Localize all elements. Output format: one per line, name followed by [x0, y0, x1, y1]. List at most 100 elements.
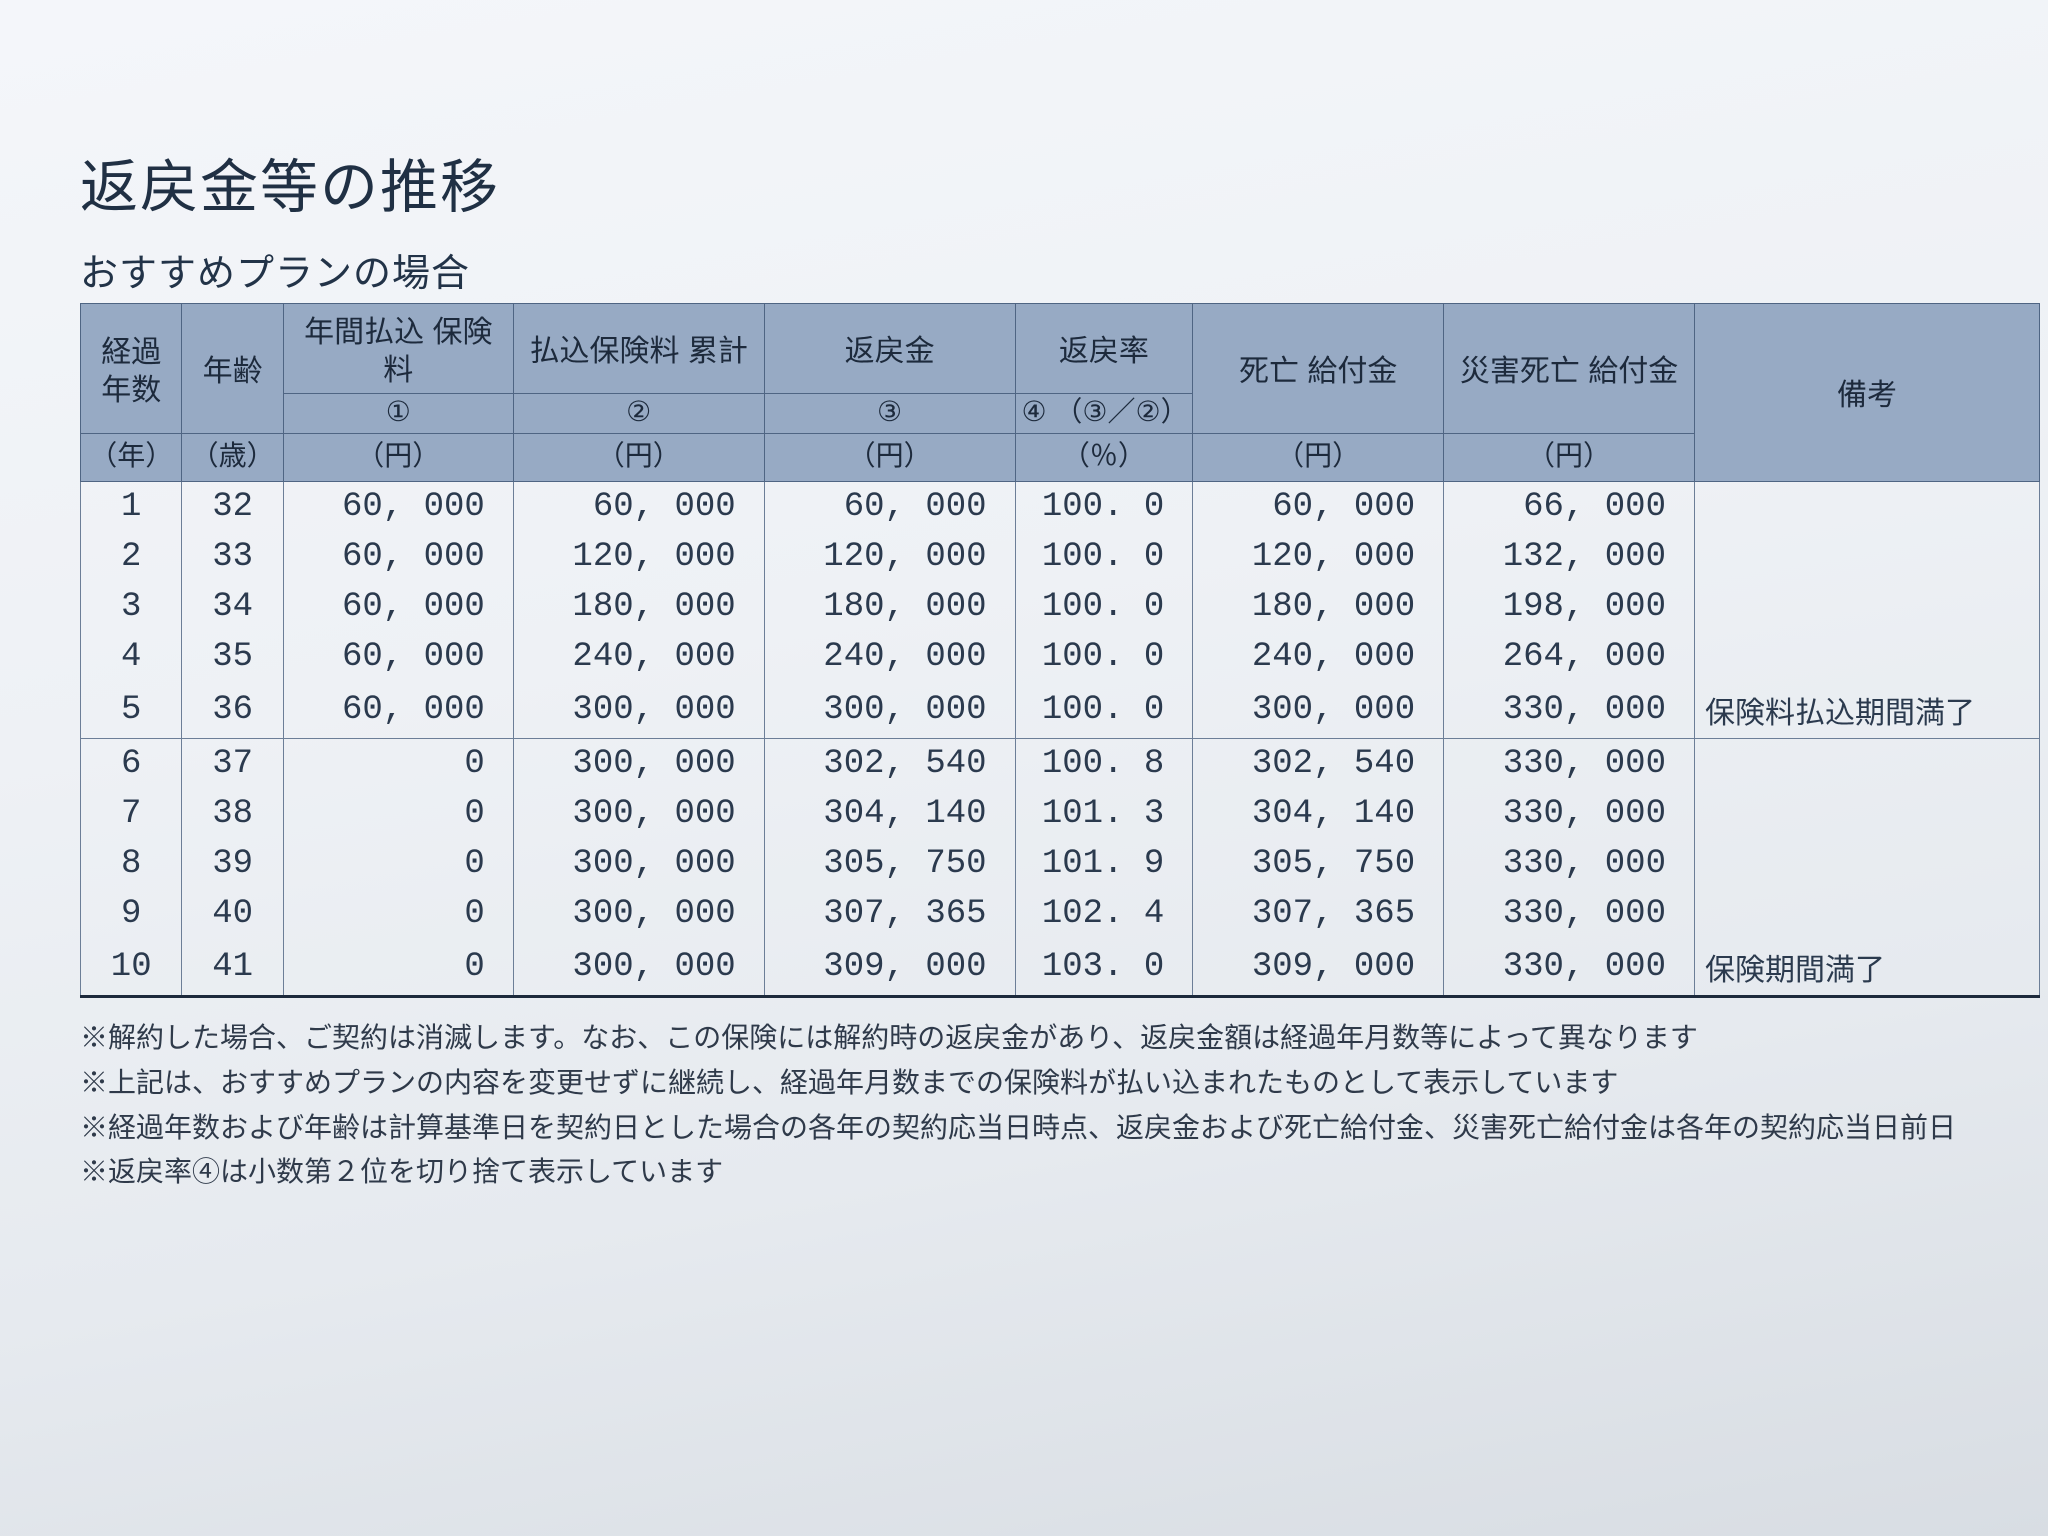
th-dis-unit: （円） [1444, 434, 1695, 482]
table-row: 33460, 000180, 000180, 000100. 0180, 000… [81, 582, 2040, 632]
cell-yr: 1 [81, 482, 182, 533]
cell-death: 302, 540 [1193, 739, 1444, 790]
footnotes: ※解約した場合、ご契約は消滅します。なお、この保険には解約時の返戻金があり、返戻… [80, 1016, 2048, 1195]
cell-rem [1694, 582, 2039, 632]
cell-rem [1694, 889, 2039, 939]
cell-ref: 60, 000 [764, 482, 1015, 533]
cell-yr: 5 [81, 682, 182, 739]
cell-rate: 100. 0 [1015, 532, 1193, 582]
refund-table-body: 13260, 00060, 00060, 000100. 060, 00066,… [81, 482, 2040, 997]
cell-cum: 300, 000 [513, 889, 764, 939]
cell-ref: 307, 365 [764, 889, 1015, 939]
cell-rem: 保険料払込期間満了 [1694, 682, 2039, 739]
th-annual-sub: ① [283, 394, 513, 434]
cell-age: 33 [182, 532, 283, 582]
cell-annual: 60, 000 [283, 482, 513, 533]
cell-annual: 0 [283, 889, 513, 939]
cell-death: 240, 000 [1193, 632, 1444, 682]
cell-cum: 60, 000 [513, 482, 764, 533]
cell-rate: 100. 0 [1015, 632, 1193, 682]
table-row: 23360, 000120, 000120, 000100. 0120, 000… [81, 532, 2040, 582]
cell-death: 305, 750 [1193, 839, 1444, 889]
cell-cum: 300, 000 [513, 789, 764, 839]
cell-ref: 305, 750 [764, 839, 1015, 889]
cell-ref: 304, 140 [764, 789, 1015, 839]
cell-rate: 100. 0 [1015, 582, 1193, 632]
cell-rate: 101. 9 [1015, 839, 1193, 889]
cell-age: 34 [182, 582, 283, 632]
table-row: 9400300, 000307, 365102. 4307, 365330, 0… [81, 889, 2040, 939]
th-year: 経過 年数 [81, 304, 182, 434]
page-title: 返戻金等の推移 [80, 140, 2048, 224]
cell-age: 36 [182, 682, 283, 739]
cell-rem [1694, 839, 2039, 889]
th-rate-sub: ④ （③／②） [1015, 394, 1193, 434]
cell-ref: 180, 000 [764, 582, 1015, 632]
th-annual: 年間払込 保険料 [283, 304, 513, 394]
cell-rate: 103. 0 [1015, 939, 1193, 997]
cell-age: 41 [182, 939, 283, 997]
footnote-line: ※返戻率④は小数第２位を切り捨て表示しています [80, 1150, 2048, 1195]
th-cum-sub: ② [513, 394, 764, 434]
th-cum-unit: （円） [513, 434, 764, 482]
cell-rate: 100. 0 [1015, 482, 1193, 533]
table-row: 43560, 000240, 000240, 000100. 0240, 000… [81, 632, 2040, 682]
th-ref-unit: （円） [764, 434, 1015, 482]
th-death: 死亡 給付金 [1193, 304, 1444, 434]
cell-annual: 60, 000 [283, 532, 513, 582]
th-ref-sub: ③ [764, 394, 1015, 434]
cell-cum: 180, 000 [513, 582, 764, 632]
cell-death: 60, 000 [1193, 482, 1444, 533]
cell-rate: 100. 8 [1015, 739, 1193, 790]
th-annual-unit: （円） [283, 434, 513, 482]
cell-dis: 330, 000 [1444, 682, 1695, 739]
cell-rem [1694, 482, 2039, 533]
cell-annual: 0 [283, 839, 513, 889]
cell-yr: 8 [81, 839, 182, 889]
cell-cum: 300, 000 [513, 682, 764, 739]
cell-yr: 9 [81, 889, 182, 939]
cell-annual: 0 [283, 939, 513, 997]
cell-death: 120, 000 [1193, 532, 1444, 582]
th-dis: 災害死亡 給付金 [1444, 304, 1695, 434]
th-rate: 返戻率 [1015, 304, 1193, 394]
table-row: 6370300, 000302, 540100. 8302, 540330, 0… [81, 739, 2040, 790]
cell-rem [1694, 532, 2039, 582]
cell-yr: 4 [81, 632, 182, 682]
cell-annual: 60, 000 [283, 632, 513, 682]
cell-dis: 198, 000 [1444, 582, 1695, 632]
cell-dis: 66, 000 [1444, 482, 1695, 533]
cell-death: 309, 000 [1193, 939, 1444, 997]
page-subtitle: おすすめプランの場合 [80, 242, 2048, 297]
cell-rem: 保険期間満了 [1694, 939, 2039, 997]
cell-dis: 330, 000 [1444, 789, 1695, 839]
cell-cum: 300, 000 [513, 839, 764, 889]
cell-age: 37 [182, 739, 283, 790]
cell-rem [1694, 789, 2039, 839]
cell-age: 32 [182, 482, 283, 533]
cell-dis: 330, 000 [1444, 889, 1695, 939]
cell-annual: 60, 000 [283, 682, 513, 739]
cell-cum: 300, 000 [513, 739, 764, 790]
th-age-unit: （歳） [182, 434, 283, 482]
th-cum: 払込保険料 累計 [513, 304, 764, 394]
cell-age: 39 [182, 839, 283, 889]
th-year-unit: （年） [81, 434, 182, 482]
cell-death: 180, 000 [1193, 582, 1444, 632]
cell-dis: 330, 000 [1444, 739, 1695, 790]
th-death-unit: （円） [1193, 434, 1444, 482]
table-row: 13260, 00060, 00060, 000100. 060, 00066,… [81, 482, 2040, 533]
cell-dis: 330, 000 [1444, 839, 1695, 889]
cell-dis: 132, 000 [1444, 532, 1695, 582]
cell-ref: 302, 540 [764, 739, 1015, 790]
cell-rate: 101. 3 [1015, 789, 1193, 839]
footnote-line: ※解約した場合、ご契約は消滅します。なお、この保険には解約時の返戻金があり、返戻… [80, 1016, 2048, 1061]
cell-age: 38 [182, 789, 283, 839]
cell-ref: 309, 000 [764, 939, 1015, 997]
table-row: 10410300, 000309, 000103. 0309, 000330, … [81, 939, 2040, 997]
footnote-line: ※上記は、おすすめプランの内容を変更せずに継続し、経過年月数までの保険料が払い込… [80, 1061, 2048, 1106]
cell-cum: 300, 000 [513, 939, 764, 997]
cell-ref: 120, 000 [764, 532, 1015, 582]
table-row: 8390300, 000305, 750101. 9305, 750330, 0… [81, 839, 2040, 889]
th-ref: 返戻金 [764, 304, 1015, 394]
